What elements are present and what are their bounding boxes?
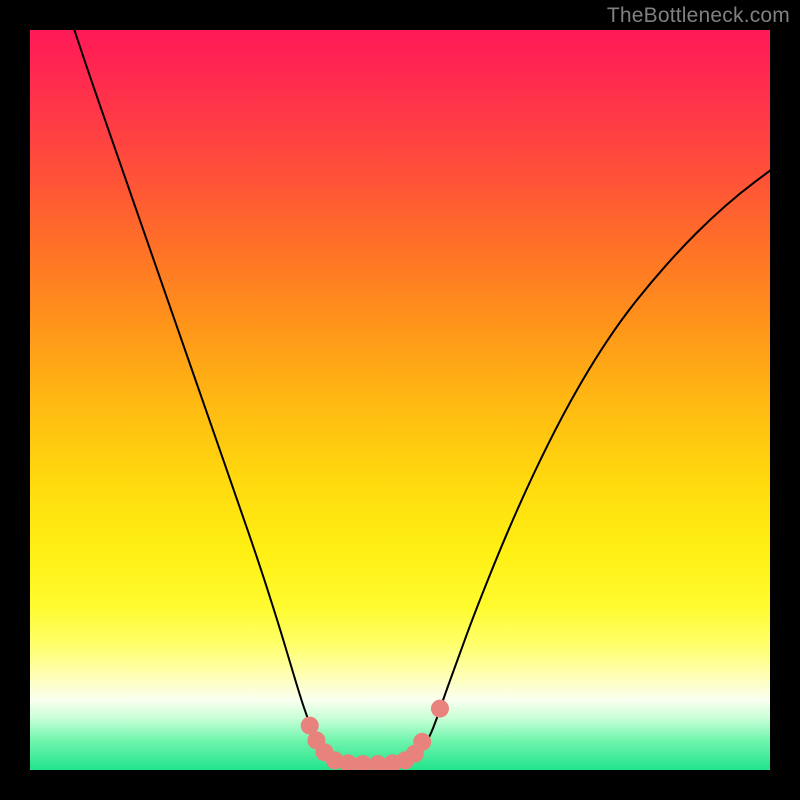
watermark-text: TheBottleneck.com xyxy=(607,4,790,28)
marker-point xyxy=(431,700,449,718)
chart-frame: TheBottleneck.com xyxy=(0,0,800,800)
plot-area xyxy=(30,30,770,770)
marker-point xyxy=(413,733,431,751)
gradient-background xyxy=(30,30,770,770)
